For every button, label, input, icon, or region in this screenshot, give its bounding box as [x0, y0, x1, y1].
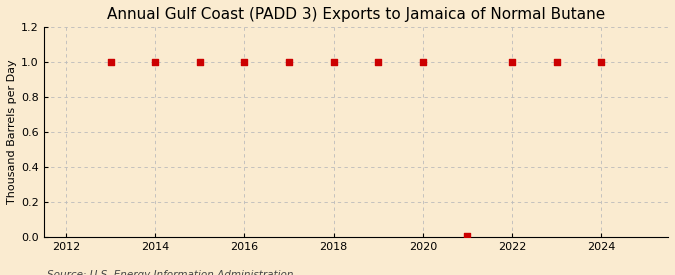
Point	[194, 60, 205, 64]
Y-axis label: Thousand Barrels per Day: Thousand Barrels per Day	[7, 60, 17, 204]
Point	[373, 60, 383, 64]
Point	[551, 60, 562, 64]
Point	[284, 60, 294, 64]
Point	[105, 60, 116, 64]
Title: Annual Gulf Coast (PADD 3) Exports to Jamaica of Normal Butane: Annual Gulf Coast (PADD 3) Exports to Ja…	[107, 7, 605, 22]
Point	[328, 60, 339, 64]
Point	[239, 60, 250, 64]
Text: Source: U.S. Energy Information Administration: Source: U.S. Energy Information Administ…	[47, 271, 294, 275]
Point	[506, 60, 517, 64]
Point	[150, 60, 161, 64]
Point	[462, 234, 472, 238]
Point	[596, 60, 607, 64]
Point	[417, 60, 428, 64]
